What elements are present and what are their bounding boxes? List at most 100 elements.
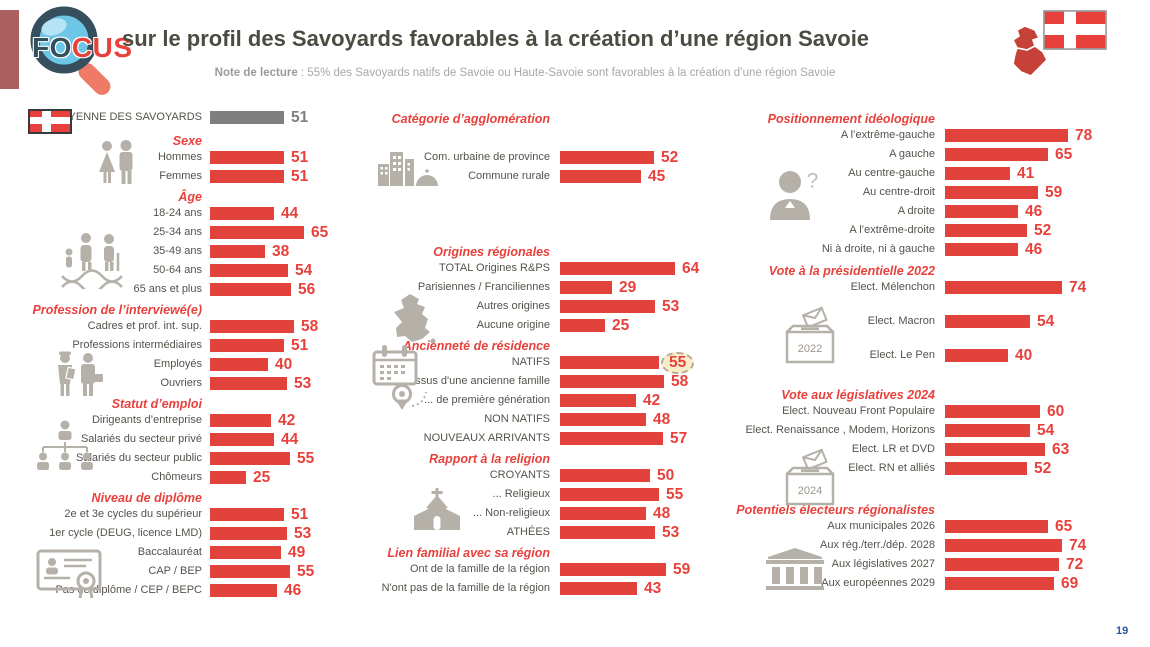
bar-value: 51 xyxy=(291,505,309,523)
bar-row: Elect. LR et DVD 63 xyxy=(755,440,1150,459)
bar-label: ... Non-religieux xyxy=(472,506,550,519)
bar xyxy=(210,527,287,540)
ballot-box-2024-icon: 2024 xyxy=(782,448,838,510)
logo-focus-text: FOCUS xyxy=(32,32,133,64)
bar-label: Com. urbaine de province xyxy=(424,150,550,163)
bar-label: Hommes xyxy=(157,150,202,163)
bar-value: 44 xyxy=(281,430,299,448)
bar xyxy=(210,170,284,183)
bar xyxy=(945,281,1062,294)
city-icon xyxy=(376,146,440,188)
section-title: Origines régionales xyxy=(433,244,550,259)
bar-label: 25-34 ans xyxy=(153,225,202,238)
bar-value: 65 xyxy=(1055,145,1073,163)
bar-row: ... issus d'une ancienne famille 58 xyxy=(373,372,748,391)
bar xyxy=(560,563,666,576)
bar-value: 50 xyxy=(657,466,675,484)
bar-row: Commune rurale 45 xyxy=(373,167,748,186)
bar xyxy=(210,471,246,484)
bar-label: Elect. LR et DVD xyxy=(851,442,935,455)
bar-value: 49 xyxy=(288,543,306,561)
bar-value: 53 xyxy=(662,297,680,315)
bar-row: ... Religieux 55 xyxy=(373,485,748,504)
bar-label: Parisiennes / Franciliennes xyxy=(417,280,550,293)
bar xyxy=(210,111,284,124)
bar-label: Commune rurale xyxy=(468,169,550,182)
bar xyxy=(560,469,650,482)
bar-row: Elect. RN et alliés 52 xyxy=(755,459,1150,478)
magnifier-icon xyxy=(22,0,122,104)
bar-label: Elect. Macron xyxy=(867,314,935,327)
bar-row: Elect. Renaissance , Modem, Horizons 54 xyxy=(745,421,1150,440)
bar xyxy=(560,375,664,388)
bar-label: Femmes xyxy=(159,169,202,182)
bar-value: 52 xyxy=(661,148,679,166)
bar-row: 18-24 ans 44 xyxy=(25,204,370,223)
bar-row: CROYANTS 50 xyxy=(373,466,748,485)
bar-value: 64 xyxy=(682,259,700,277)
section-rows: Com. urbaine de province 52 Commune rurale… xyxy=(373,148,748,186)
section-title: Niveau de diplôme xyxy=(91,490,202,505)
section-regionalistes: Potentiels électeurs régionalistes Aux m… xyxy=(736,502,1150,593)
section-rows: A l’extrême-gauche 78 A gauche 65 Au centre-… xyxy=(755,126,1150,259)
bar-label: A gauche xyxy=(889,147,935,160)
bar-label: ... de première génération xyxy=(424,393,550,406)
bar-value: 54 xyxy=(1037,312,1055,330)
bar xyxy=(560,300,655,313)
bar xyxy=(210,508,284,521)
bar xyxy=(560,507,646,520)
bar xyxy=(210,565,290,578)
bar-label: Baccalauréat xyxy=(137,545,202,558)
section-title: Vote à la présidentielle 2022 xyxy=(768,263,935,278)
bar-row: Aux municipales 2026 65 xyxy=(755,517,1150,536)
reading-note-text: : 55% des Savoyards natifs de Savoie ou … xyxy=(297,67,836,79)
bar-label: MOYENNE DES SAVOYARDS xyxy=(50,110,202,123)
bar-row: NON NATIFS 48 xyxy=(373,410,748,429)
bar-label: 2e et 3e cycles du supérieur xyxy=(64,507,202,520)
bar-value: 25 xyxy=(253,468,271,486)
government-building-icon xyxy=(762,546,828,594)
section-rows: Cadres et prof. int. sup. 58 Professions i… xyxy=(25,317,370,393)
section-sexe: Sexe Hommes 51 Femmes 51 xyxy=(25,133,370,186)
section-lien-familial: Lien familial avec sa région Ont de la f… xyxy=(373,545,748,598)
bar-value: 52 xyxy=(1034,459,1052,477)
bar-label: Elect. RN et alliés xyxy=(848,461,935,474)
reading-note: Note de lecture : 55% des Savoyards nati… xyxy=(140,67,910,79)
bar-label: CAP / BEP xyxy=(148,564,202,577)
bar xyxy=(560,432,663,445)
section-rows: CROYANTS 50... Religieux 55 ... Non-religie… xyxy=(373,466,748,542)
bar-row: 35-49 ans 38 xyxy=(25,242,370,261)
bar-label: 65 ans et plus xyxy=(133,282,203,295)
bar xyxy=(210,546,281,559)
bar-row: ATHÉES 53 xyxy=(373,523,748,542)
bar-label: NON NATIFS xyxy=(484,412,550,425)
section-statut-emploi: Statut d’emploi Dirigeants d’entreprise 4… xyxy=(25,396,370,487)
section-rows: TOTAL Origines R&PS 64 Parisiennes / Franc… xyxy=(373,259,748,335)
bar xyxy=(945,539,1062,552)
bar-row: MOYENNE DES SAVOYARDS 51 xyxy=(25,108,370,127)
bar xyxy=(210,358,268,371)
section-title: Catégorie d’agglomération xyxy=(391,111,550,126)
section-title: Rapport à la religion xyxy=(429,451,550,466)
bar-label: ... issus d'une ancienne famille xyxy=(400,374,550,387)
logo-text-fo: FO xyxy=(32,32,72,63)
section-title: Statut d’emploi xyxy=(111,396,202,411)
section-rows: Elect. Nouveau Front Populaire 60 Elect. R… xyxy=(745,402,1150,478)
bar xyxy=(210,452,290,465)
bar xyxy=(560,319,605,332)
bar-value: 46 xyxy=(284,581,302,599)
bar xyxy=(560,488,659,501)
section-title: Sexe xyxy=(172,133,202,148)
section-rows: 2e et 3e cycles du supérieur 51 1er cycle … xyxy=(25,505,370,600)
generations-dna-icon xyxy=(60,225,138,289)
bar xyxy=(945,349,1008,362)
average-row-container: MOYENNE DES SAVOYARDS 51 xyxy=(25,108,370,127)
bar-row: Elect. Le Pen 40 xyxy=(755,346,1150,365)
ballot-2022-year: 2022 xyxy=(798,343,822,355)
bar-row: 2e et 3e cycles du supérieur 51 xyxy=(25,505,370,524)
ballot-2024-year: 2024 xyxy=(798,485,822,497)
savoie-flag-icon xyxy=(1043,10,1107,50)
bar-label: 50-64 ans xyxy=(153,263,202,276)
section-title: Profession de l’interviewé(e) xyxy=(32,302,203,317)
